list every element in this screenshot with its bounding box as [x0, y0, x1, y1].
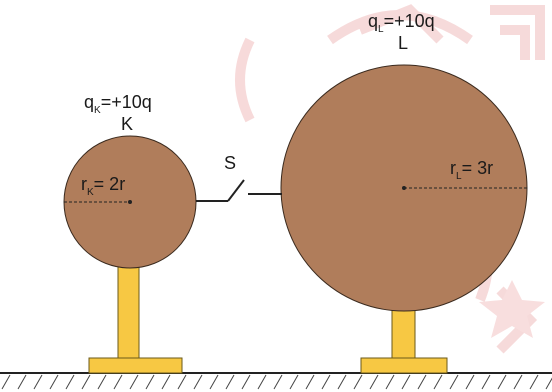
sphere-k-radius-label: rK= 2r: [81, 174, 125, 198]
ground-hatch-mark: [33, 374, 43, 390]
sphere-l-charge-label: qL=+10q: [368, 11, 435, 35]
ground-hatch-mark: [481, 374, 491, 390]
center-dot-k: [128, 200, 132, 204]
ground-hatch-mark: [289, 374, 299, 390]
ground-hatch-mark: [1, 374, 11, 390]
sphere-l-name: L: [398, 33, 408, 53]
ground-hatch-mark: [177, 374, 187, 390]
ground-hatch-mark: [465, 374, 475, 390]
center-dot-l: [402, 186, 406, 190]
ground-hatch-mark: [113, 374, 123, 390]
ground-hatch-mark: [529, 374, 539, 390]
ground-hatch-mark: [81, 374, 91, 390]
ground-hatch-mark: [545, 377, 552, 390]
ground-hatch-mark: [97, 374, 107, 390]
switch-label: S: [224, 153, 236, 173]
ground-hatch-mark: [353, 374, 363, 390]
ground-hatch-mark: [433, 374, 443, 390]
switch: [196, 179, 282, 202]
ground-hatch-mark: [209, 374, 219, 390]
ground-hatch-mark: [17, 374, 27, 390]
ground-hatch-mark: [449, 374, 459, 390]
ground: [0, 372, 552, 390]
ground-hatch-mark: [193, 374, 203, 390]
ground-hatch-mark: [129, 374, 139, 390]
ground-hatch-mark: [497, 374, 507, 390]
ground-hatch-mark: [145, 374, 155, 390]
sphere-k-charge-label: qK=+10q: [84, 92, 152, 116]
sphere-k-name: K: [121, 114, 133, 134]
ground-hatch-mark: [257, 374, 267, 390]
ground-hatch-mark: [49, 374, 59, 390]
ground-hatch-mark: [225, 374, 235, 390]
stand-l: [360, 295, 448, 374]
sphere-l-radius-label: rL= 3r: [450, 158, 493, 182]
ground-hatch-mark: [417, 374, 427, 390]
ground-hatch-mark: [273, 374, 283, 390]
watermark-star: [479, 280, 545, 338]
ground-hatch-mark: [65, 374, 75, 390]
ground-hatch-mark: [321, 374, 331, 390]
ground-hatch-mark: [241, 374, 251, 390]
ground-hatch-mark: [401, 374, 411, 390]
ground-hatch-mark: [513, 374, 523, 390]
ground-hatch-mark: [385, 374, 395, 390]
stand-k: [88, 261, 183, 374]
ground-hatch-mark: [305, 374, 315, 390]
ground-hatch-mark: [161, 374, 171, 390]
ground-hatch-mark: [369, 374, 379, 390]
ground-hatch-mark: [337, 374, 347, 390]
